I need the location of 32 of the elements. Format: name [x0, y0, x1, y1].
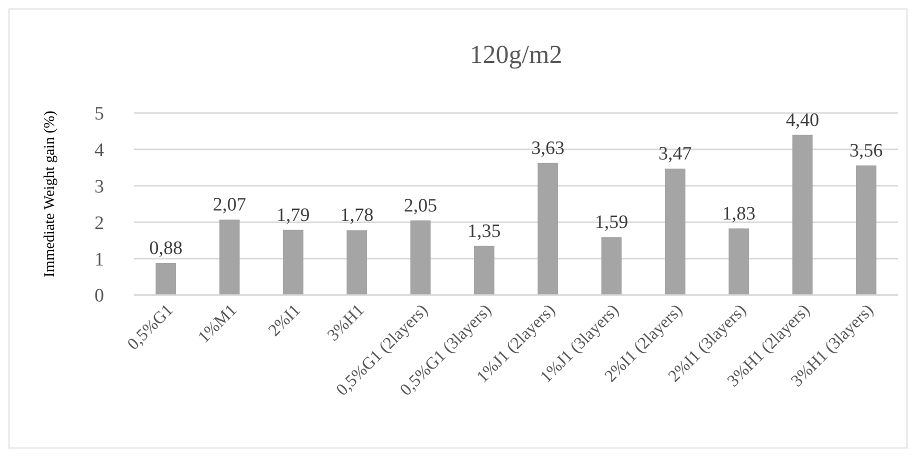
y-axis-title: Immediate Weight gain (%): [42, 110, 58, 278]
data-label: 1,35: [468, 220, 501, 242]
y-tick-label: 1: [94, 249, 104, 270]
y-tick-label: 4: [94, 140, 104, 162]
data-label: 3,63: [531, 138, 564, 159]
bar: [410, 220, 431, 295]
data-label: 1,79: [276, 204, 310, 226]
bar: [728, 228, 750, 295]
data-label: 3,56: [850, 140, 883, 162]
bar: [856, 165, 876, 295]
bar: [538, 162, 558, 295]
data-label: 3,47: [658, 144, 692, 165]
bar: [601, 237, 622, 295]
bar: [792, 134, 813, 295]
data-label: 4,40: [786, 110, 820, 131]
bar: [282, 230, 304, 295]
bar: [156, 262, 176, 295]
chart-title: 120g/m2: [470, 40, 562, 69]
y-tick-label: 2: [94, 212, 104, 234]
y-tick-label: 3: [94, 176, 104, 198]
bar: [664, 168, 686, 295]
data-label: 2,07: [212, 194, 246, 216]
data-label: 1,78: [340, 205, 374, 226]
data-label: 2,05: [404, 195, 438, 216]
bar: [219, 220, 240, 295]
y-tick-label: 5: [94, 104, 104, 125]
bar: [474, 246, 494, 295]
bar: [346, 230, 368, 295]
data-label: 1,83: [722, 203, 756, 224]
y-tick-label: 0: [94, 286, 104, 307]
data-label: 0,88: [149, 238, 182, 259]
data-label: 1,59: [594, 212, 628, 234]
